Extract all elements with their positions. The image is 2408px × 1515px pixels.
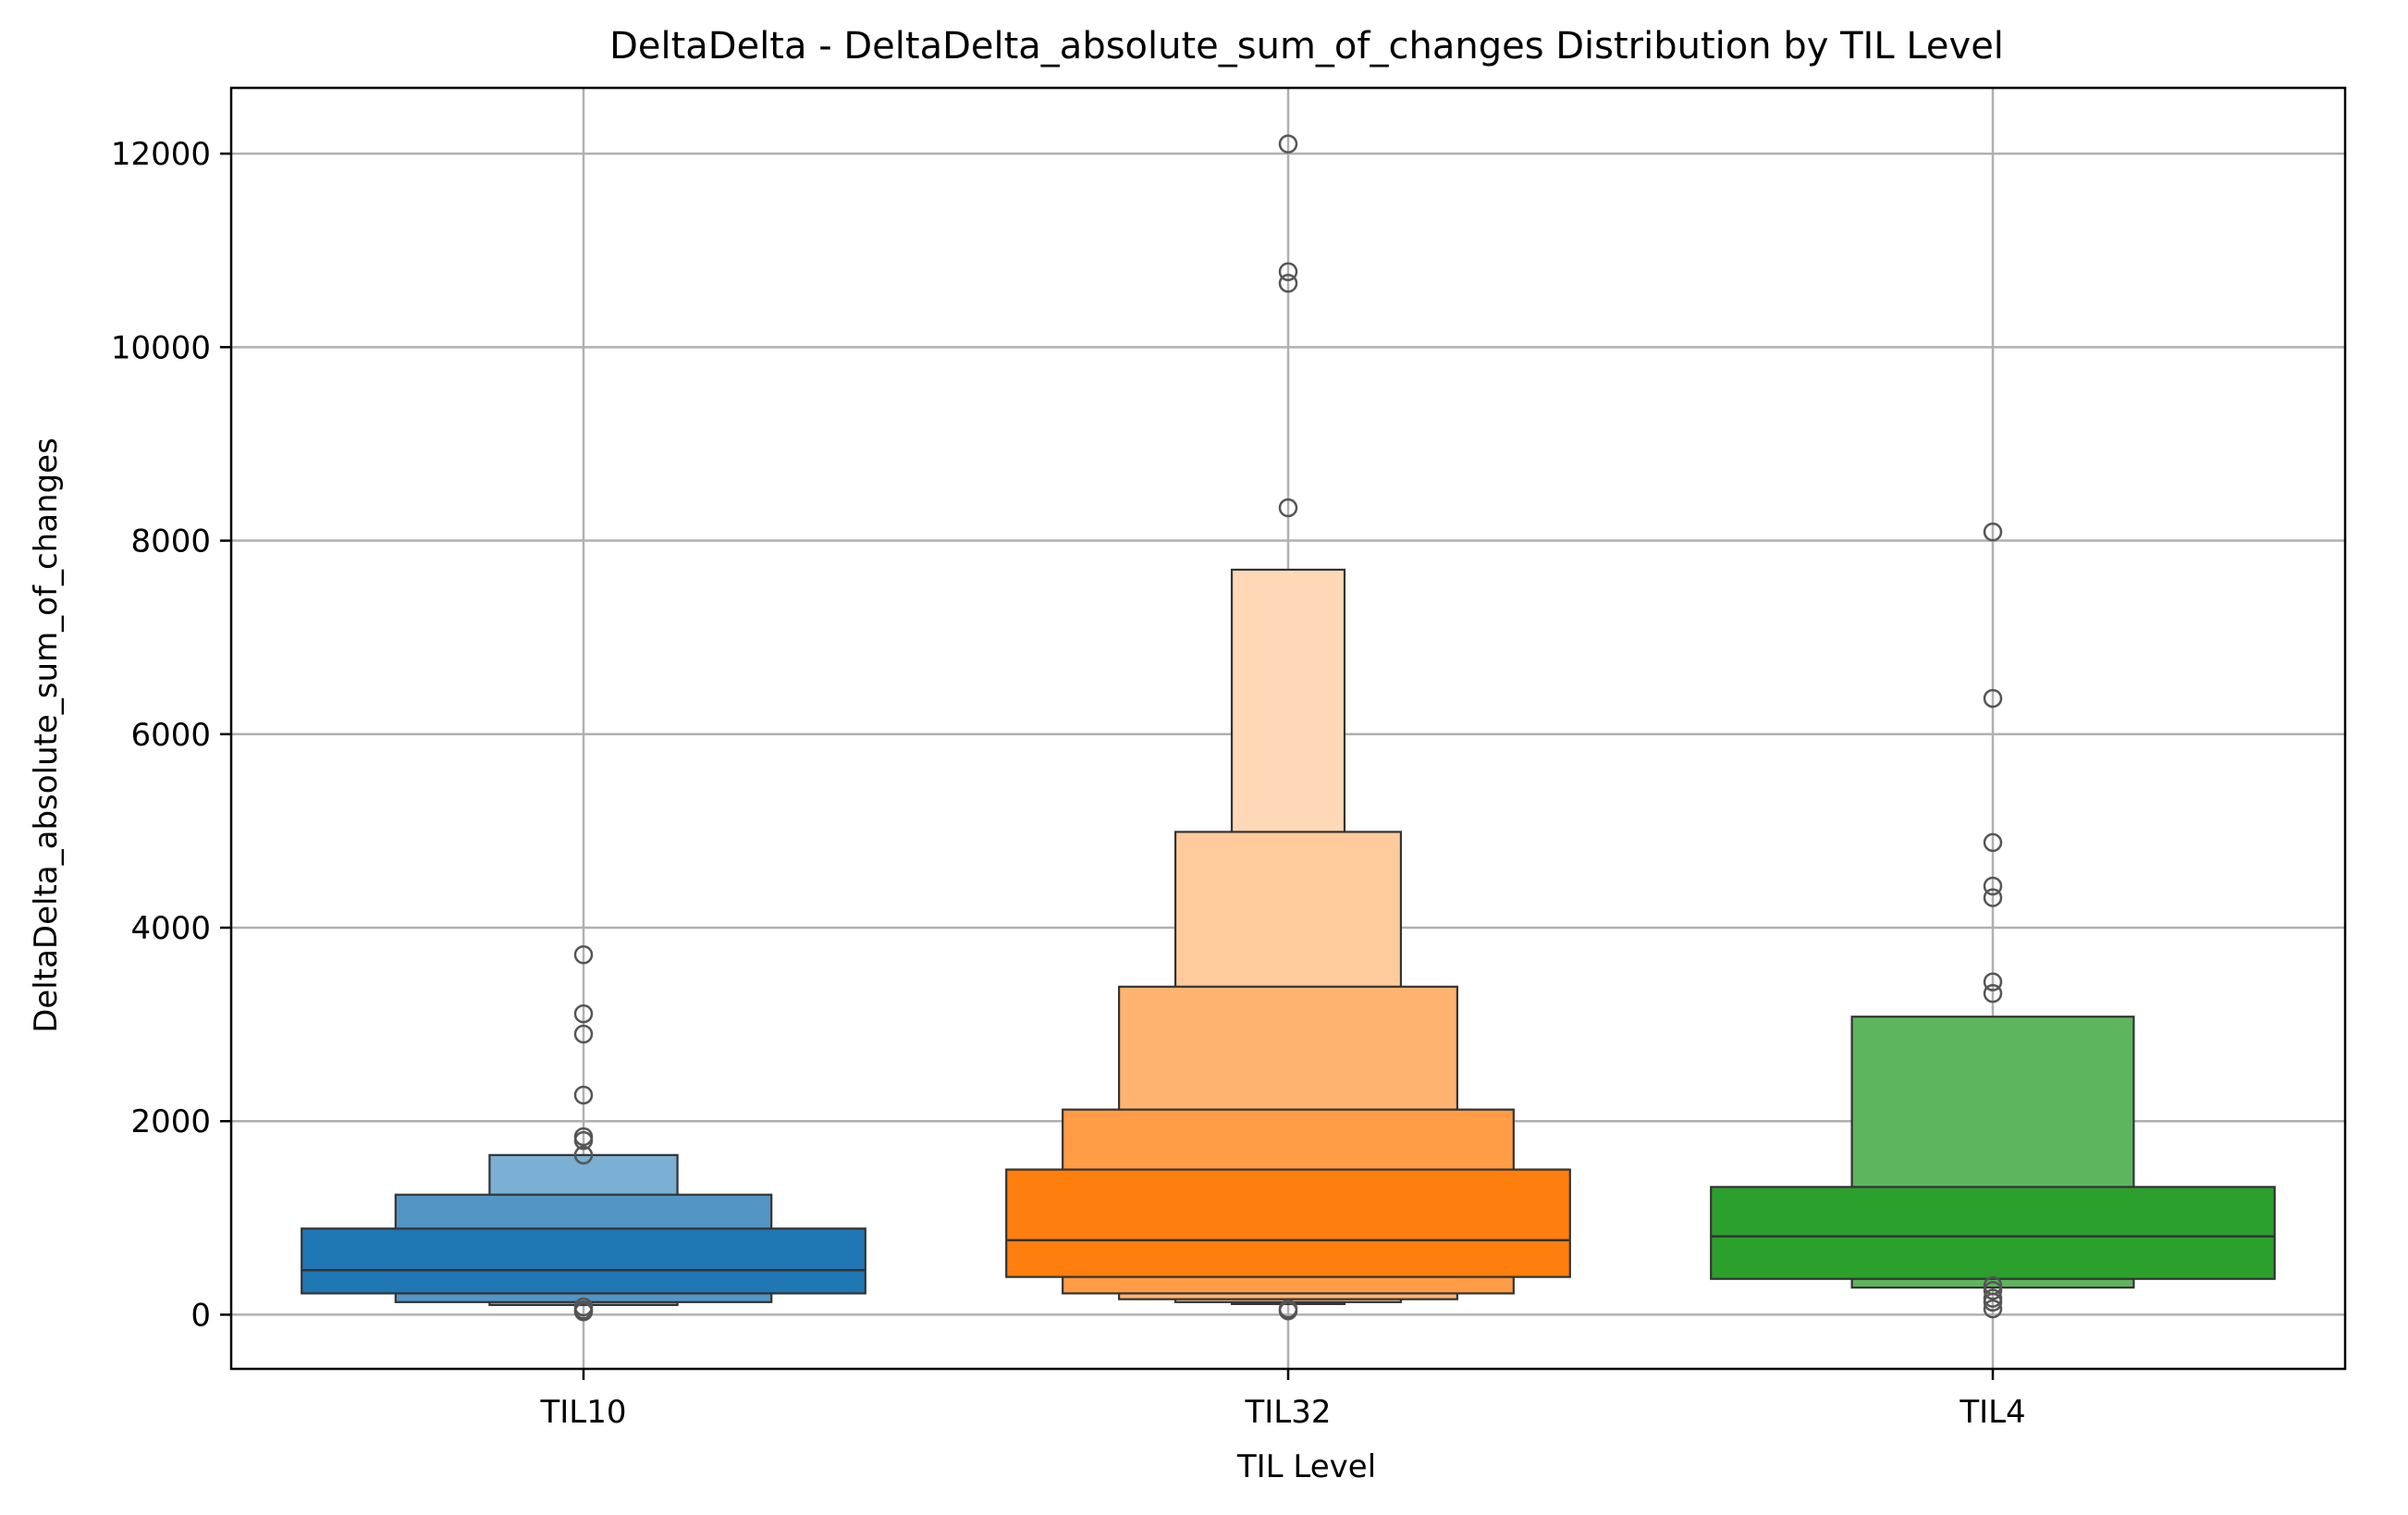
boxes-layer — [301, 568, 2276, 1307]
ticks-layer: 0 2000 4000 6000 8000 10000 12000 TIL10 TIL32 TIL… — [111, 136, 2026, 1431]
outlier-point-til4 — [1983, 888, 2003, 907]
boxen-box-til4-level-1 — [1710, 1186, 2276, 1280]
outlier-point-til4 — [1983, 1292, 2003, 1312]
outlier-point-til4 — [1983, 832, 2003, 853]
outlier-point-til4 — [1983, 688, 2003, 708]
outlier-point-til4 — [1983, 1281, 2003, 1300]
y-tick-label: 12000 — [111, 136, 211, 173]
y-axis-label: DeltaDelta_absolute_sum_of_changes — [28, 437, 65, 1033]
x-axis-label: TIL Level — [1236, 1448, 1376, 1485]
outlier-point-til32 — [1278, 1300, 1298, 1321]
x-tick-label: TIL32 — [1244, 1394, 1331, 1431]
y-tick-label: 10000 — [111, 329, 211, 366]
y-tick-label: 0 — [190, 1297, 211, 1334]
outlier-point-til10 — [573, 1004, 594, 1024]
outlier-point-til32 — [1278, 498, 1298, 518]
boxen-box-til32-level-1 — [1005, 1168, 1571, 1278]
outlier-point-til10 — [573, 1302, 594, 1322]
outlier-point-til10 — [573, 1130, 594, 1151]
x-tick-label: TIL10 — [539, 1394, 626, 1431]
outlier-point-til4 — [1983, 522, 2003, 542]
outlier-point-til4 — [1983, 876, 2003, 896]
y-tick-label: 2000 — [130, 1103, 211, 1140]
chart-title: DeltaDelta - DeltaDelta_absolute_sum_of_… — [609, 25, 2004, 68]
outlier-point-til32 — [1278, 134, 1298, 154]
outlier-point-til10 — [573, 1085, 594, 1105]
outliers-layer — [573, 134, 2003, 1322]
outlier-point-til10 — [573, 1024, 594, 1044]
y-tick-label: 8000 — [130, 523, 211, 560]
y-tick-label: 4000 — [130, 910, 211, 947]
outlier-point-til4 — [1983, 1299, 2003, 1319]
outlier-point-til4 — [1983, 972, 2003, 992]
outlier-point-til32 — [1278, 274, 1298, 293]
x-tick-label: TIL4 — [1959, 1394, 2025, 1431]
outlier-point-til32 — [1278, 262, 1298, 282]
y-tick-label: 6000 — [130, 717, 211, 754]
boxen-box-til10-level-1 — [301, 1227, 866, 1295]
outlier-point-til4 — [1983, 983, 2003, 1004]
outlier-point-til10 — [573, 1145, 594, 1165]
outlier-point-til10 — [573, 945, 594, 965]
